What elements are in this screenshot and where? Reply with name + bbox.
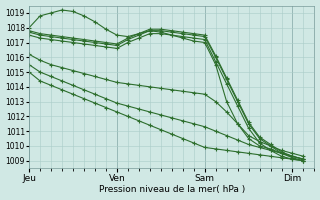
X-axis label: Pression niveau de la mer( hPa ): Pression niveau de la mer( hPa ) xyxy=(99,185,245,194)
